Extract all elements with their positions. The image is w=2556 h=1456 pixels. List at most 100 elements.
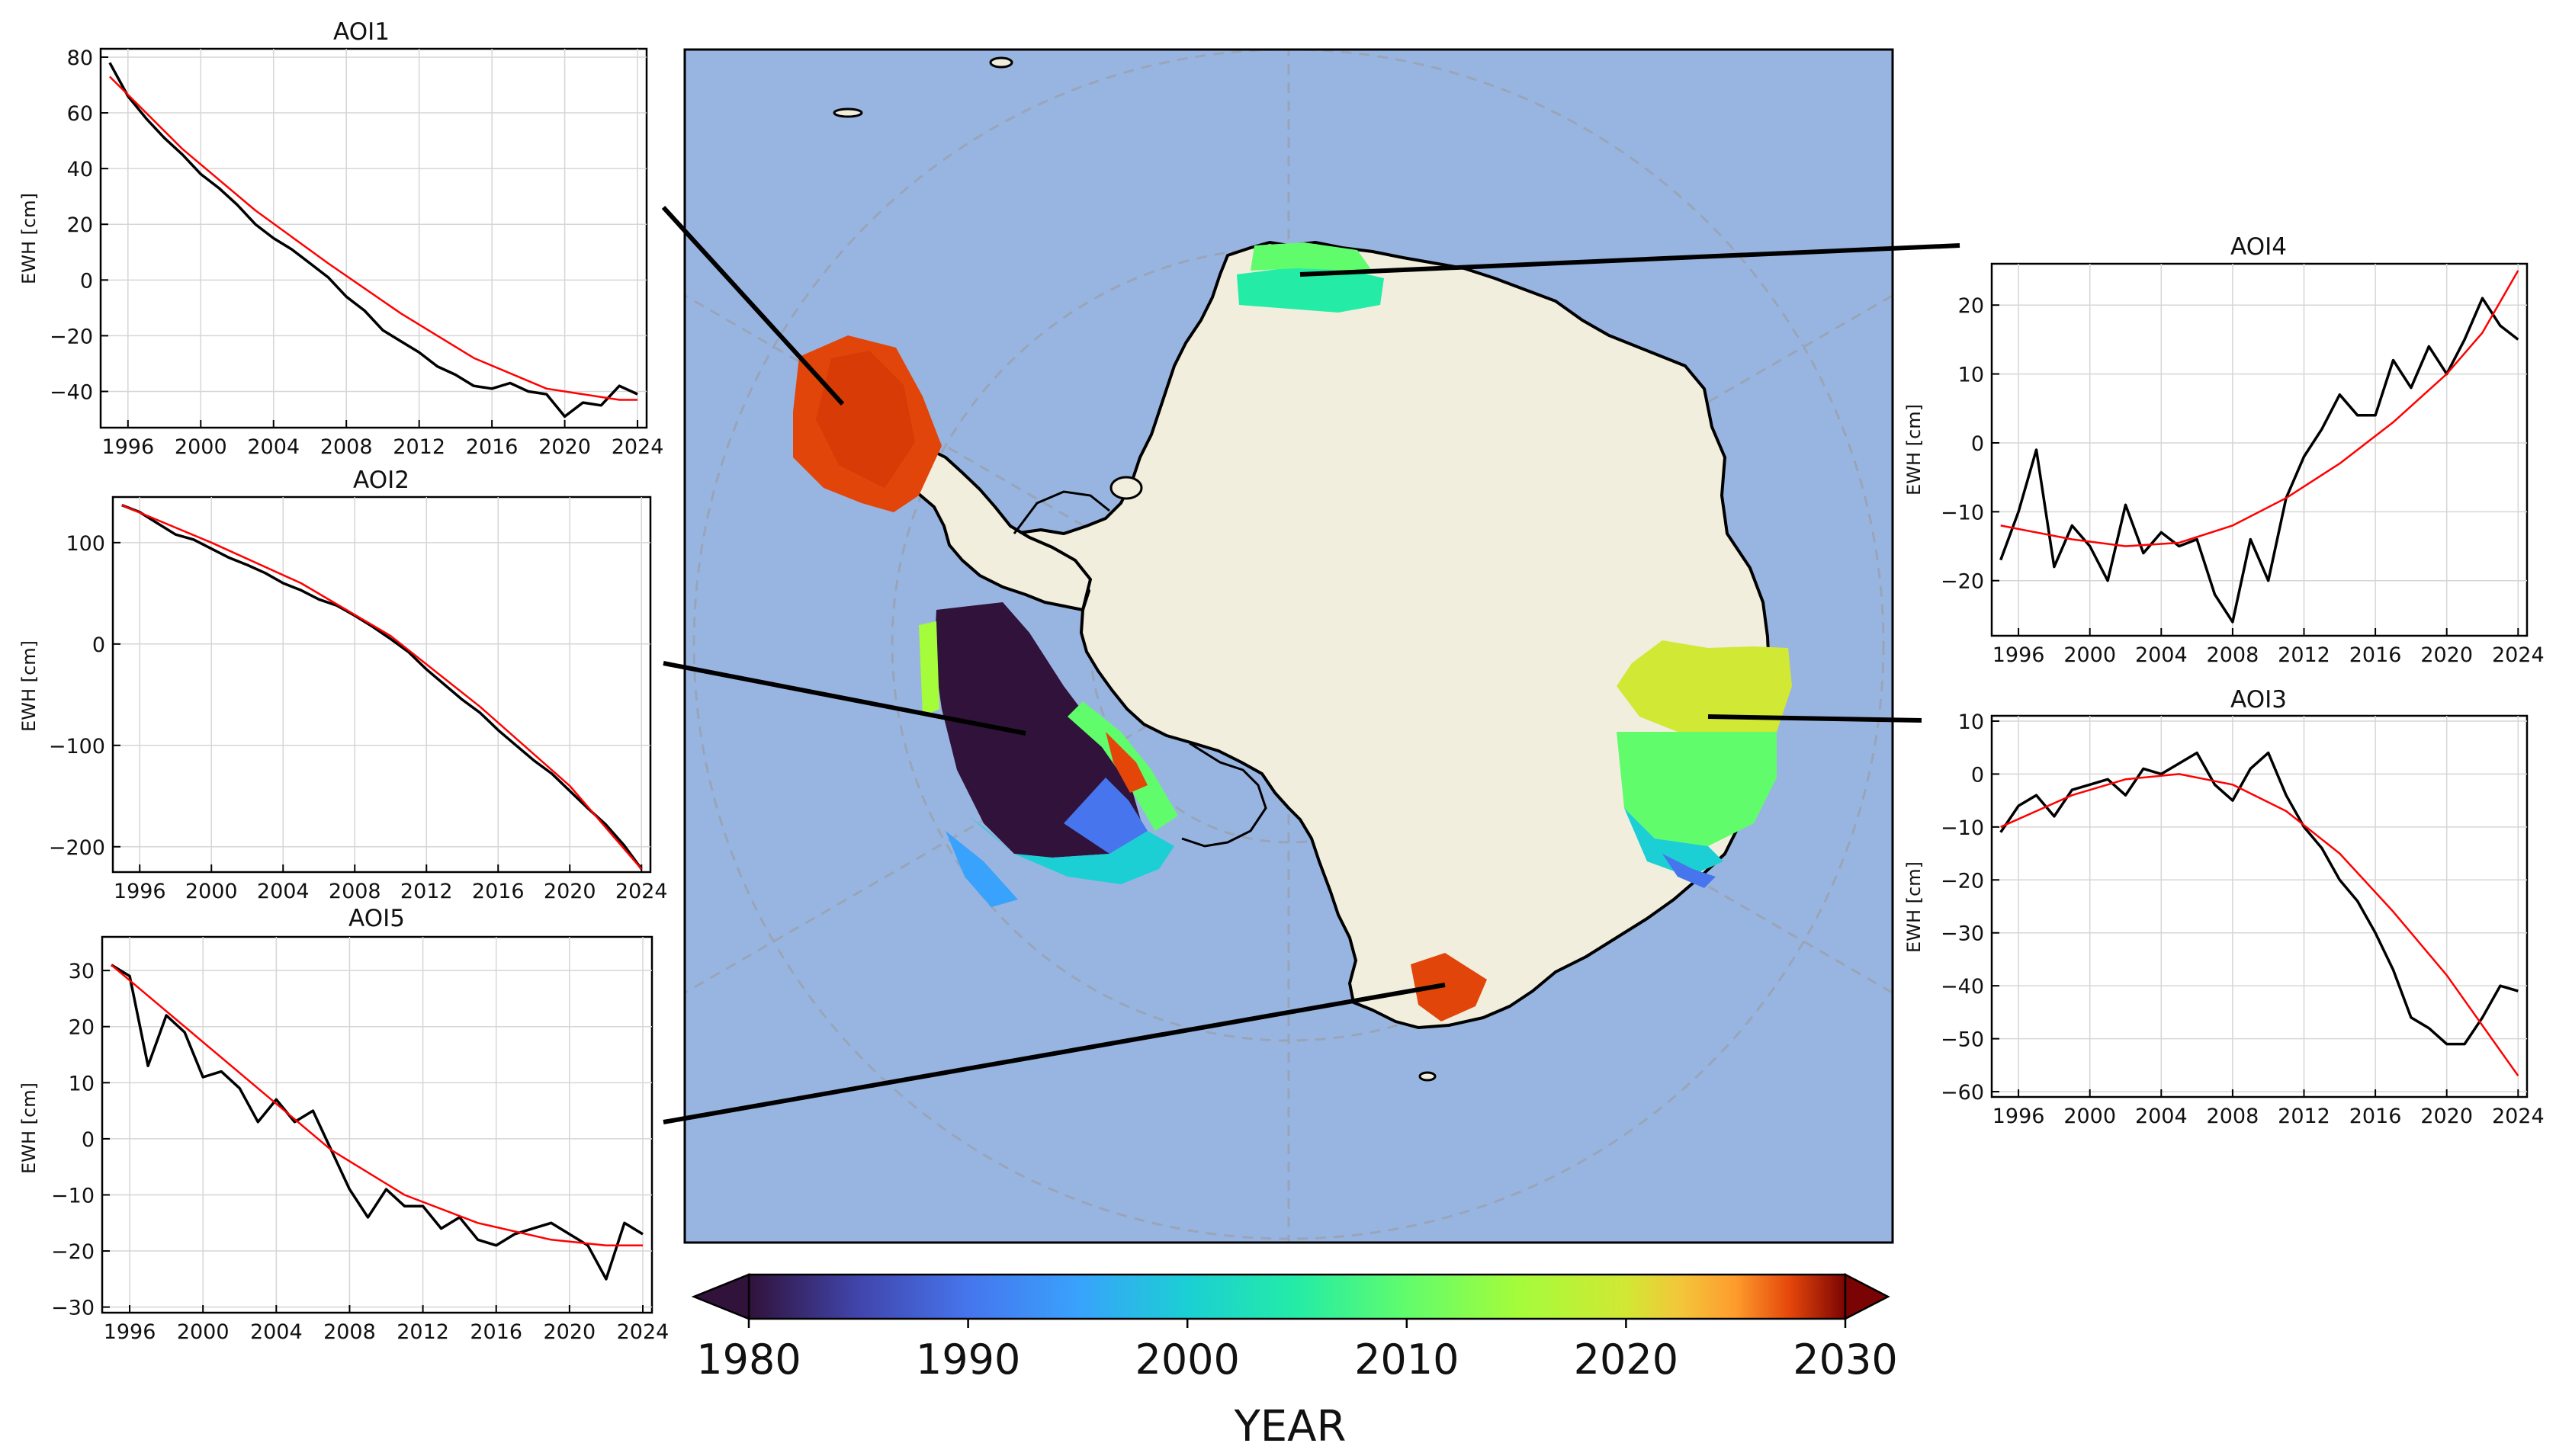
aoi2-xtick-label: 2000 (185, 880, 238, 903)
aoi4-title: AOI4 (2230, 233, 2287, 261)
aoi5-axes (101, 935, 653, 1314)
aoi1-axes (99, 47, 648, 429)
aoi1-xtick-label: 2016 (466, 435, 519, 459)
colorbar-tick-label: 1980 (696, 1336, 801, 1384)
aoi2-region (919, 602, 1178, 907)
aoi5-title: AOI5 (348, 905, 405, 932)
aoi1-xtick-label: 2024 (612, 435, 664, 459)
colorbar-extend-max (1844, 1272, 1890, 1321)
aoi4-xtick-label: 2000 (2063, 643, 2116, 667)
aoi4-ytick-label: 10 (1958, 364, 1984, 387)
aoi4-xtick-label: 2004 (2135, 643, 2188, 667)
aoi1-ytick-label: 40 (67, 158, 93, 181)
aoi2-ytick-label: 100 (66, 532, 105, 556)
colorbar: 1980 1990 2000 2010 2020 2030 YEAR (691, 1272, 1898, 1451)
aoi4-xtick-label: 1996 (1992, 643, 2045, 667)
connector-aoi5 (663, 983, 1446, 1124)
aoi3-ytick-label: −60 (1941, 1081, 1984, 1105)
aoi2-panel: AOI2 EWH [cm] 1996 2000 2004 2008 2012 2016 20… (18, 467, 668, 903)
aoi2-ylabel: EWH [cm] (18, 640, 40, 732)
aoi3-xtick-label: 2012 (2278, 1105, 2330, 1128)
aoi5-grid (102, 937, 652, 1313)
aoi1-observed-line (108, 62, 638, 419)
aoi2-xtick-label: 1996 (114, 880, 166, 903)
aoi3-ytick-label: −30 (1941, 922, 1984, 946)
aoi4-fit-line (2000, 270, 2519, 547)
aoi2-axes (111, 495, 652, 874)
aoi4-xtick-label: 2024 (2492, 643, 2545, 667)
colorbar-ticks: 1980 1990 2000 2010 2020 2030 (696, 1319, 1898, 1384)
aoi1-xtick-label: 2020 (538, 435, 591, 459)
ross-ice-shelf (1181, 742, 1267, 848)
aoi5-ytick-label: −20 (51, 1240, 95, 1264)
aoi3-axes (1990, 714, 2529, 1098)
aoi2-observed-line (121, 503, 643, 871)
colorbar-extend-min (691, 1273, 750, 1320)
aoi5-observed-line (111, 964, 644, 1281)
aoi2-ticks: 1996 2000 2004 2008 2012 2016 2020 2024 100 0 −100… (49, 532, 668, 903)
aoi4-xtick-label: 2020 (2420, 643, 2473, 667)
aoi1-ylabel: EWH [cm] (18, 193, 40, 284)
aoi1-region (793, 335, 942, 512)
aoi3-lines (1999, 751, 2519, 1076)
island (989, 56, 1013, 69)
aoi3-ticks: 1996 2000 2004 2008 2012 2016 2020 2024 10 0 −10 −2… (1941, 710, 2545, 1128)
aoi4-ytick-label: 20 (1958, 294, 1984, 318)
aoi5-xtick-label: 2004 (250, 1320, 303, 1344)
connector-aoi2 (663, 661, 1026, 736)
aoi2-ytick-label: 0 (92, 633, 105, 657)
antarctica-map (685, 50, 1893, 1243)
aoi2-xtick-label: 2016 (472, 880, 525, 903)
aoi4-observed-line (1999, 297, 2519, 624)
island (1418, 1071, 1437, 1082)
colorbar-tick-label: 2030 (1793, 1336, 1897, 1384)
aoi4-ylabel: EWH [cm] (1903, 404, 1925, 495)
aoi5-xtick-label: 1996 (104, 1320, 156, 1344)
aoi4-ytick-label: 0 (1971, 432, 1984, 456)
aoi5-xtick-label: 2024 (617, 1320, 670, 1344)
aoi1-xtick-label: 2004 (247, 435, 300, 459)
antarctica-landmass (978, 241, 1771, 1029)
aoi5-lines (111, 964, 644, 1281)
aoi3-region (1617, 640, 1792, 888)
aoi3-xtick-label: 2000 (2063, 1105, 2116, 1128)
aoi1-xtick-label: 2000 (175, 435, 227, 459)
aoi4-ytick-label: −20 (1941, 570, 1984, 594)
aoi4-ytick-label: −10 (1941, 501, 1984, 524)
aoi2-fit-line (121, 504, 643, 870)
aoi1-xtick-label: 2012 (393, 435, 445, 459)
colorbar-label: YEAR (1234, 1402, 1347, 1451)
aoi3-observed-line (1999, 751, 2519, 1046)
aoi1-title: AOI1 (333, 18, 390, 46)
aoi5-xtick-label: 2012 (397, 1320, 449, 1344)
aoi4-grid (1992, 264, 2527, 636)
aoi1-lines (108, 62, 638, 419)
aoi1-xtick-label: 1996 (101, 435, 154, 459)
aoi1-ticks: 1996 2000 2004 2008 2012 2016 2020 2024 80 60 40 20… (50, 47, 663, 459)
aoi5-fit-line (111, 964, 643, 1246)
colorbar-tick-label: 1990 (916, 1336, 1020, 1384)
aoi5-xtick-label: 2000 (177, 1320, 230, 1344)
connector-aoi3 (1707, 714, 1922, 723)
island (1109, 476, 1143, 500)
aoi1-ytick-label: 80 (67, 47, 93, 70)
colorbar-tick-label: 2000 (1135, 1336, 1239, 1384)
aoi3-ytick-label: −40 (1941, 975, 1984, 999)
colorbar-bar (747, 1273, 1847, 1320)
aoi1-fit-line (109, 75, 638, 401)
aoi5-xtick-label: 2020 (543, 1320, 596, 1344)
aoi3-ytick-label: −10 (1941, 816, 1984, 840)
aoi4-xtick-label: 2012 (2278, 643, 2330, 667)
aoi3-title: AOI3 (2230, 686, 2287, 714)
aoi5-ytick-label: −30 (51, 1297, 95, 1320)
aoi3-xtick-label: 2024 (2492, 1105, 2545, 1128)
aoi2-title: AOI2 (353, 467, 409, 494)
aoi2-ytick-label: −100 (49, 735, 105, 758)
aoi3-ytick-label: 10 (1958, 710, 1984, 734)
aoi1-ytick-label: 0 (80, 269, 93, 293)
aoi5-xtick-label: 2008 (323, 1320, 376, 1344)
aoi5-ytick-label: 20 (69, 1016, 95, 1040)
ronne-ice-shelf (1013, 490, 1110, 534)
aoi5-xtick-label: 2016 (470, 1320, 522, 1344)
aoi2-xtick-label: 2008 (329, 880, 381, 903)
